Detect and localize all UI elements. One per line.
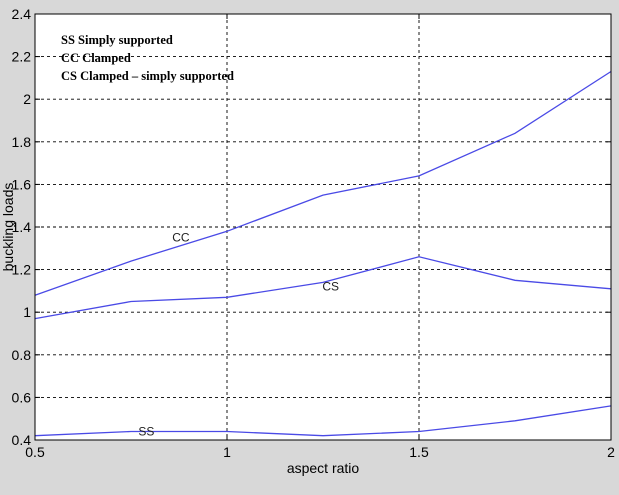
series-labels: CC CS SS [138,231,339,439]
legend-entry: CS Clamped – simply supported [61,69,234,83]
x-tick-label: 0.5 [25,444,45,460]
series-line-cc [34,70,612,296]
series-label-ss: SS [138,424,154,438]
y-tick-label: 2.4 [12,6,32,22]
x-tick-label: 1 [223,444,231,460]
axis-ticks [34,13,612,441]
series-line-cs [34,256,612,320]
x-axis-label: aspect ratio [287,460,360,476]
series-label-cs: CS [322,280,339,294]
y-tick-label: 1 [23,304,31,320]
y-tick-label: 0.8 [12,347,32,363]
legend-entry: SS Simply supported [61,33,173,47]
x-tick-label: 2 [607,444,615,460]
y-tick-label: 0.6 [12,389,32,405]
y-tick-label: 2.2 [12,49,32,65]
legend-entry: CC Clamped [61,51,131,65]
y-tick-label: 1.8 [12,134,32,150]
x-tick-labels: 0.5 1 1.5 2 [25,444,615,460]
x-tick-label: 1.5 [409,444,429,460]
y-tick-label: 0.4 [12,432,32,448]
series-label-cc: CC [172,231,190,245]
y-tick-label: 1.4 [12,219,32,235]
series-line-ss [34,405,612,437]
y-tick-labels: 0.4 0.6 0.8 1 1.2 1.4 1.6 1.8 2 2.2 2.4 [12,6,32,448]
y-tick-label: 2 [23,91,31,107]
series-lines [34,70,612,437]
legend: SS Simply supported CC Clamped CS Clamped … [61,33,234,83]
y-axis-label: buckling loads [0,183,16,272]
y-tick-label: 1.6 [12,176,32,192]
y-tick-label: 1.2 [12,262,32,278]
grid-lines [35,14,611,440]
